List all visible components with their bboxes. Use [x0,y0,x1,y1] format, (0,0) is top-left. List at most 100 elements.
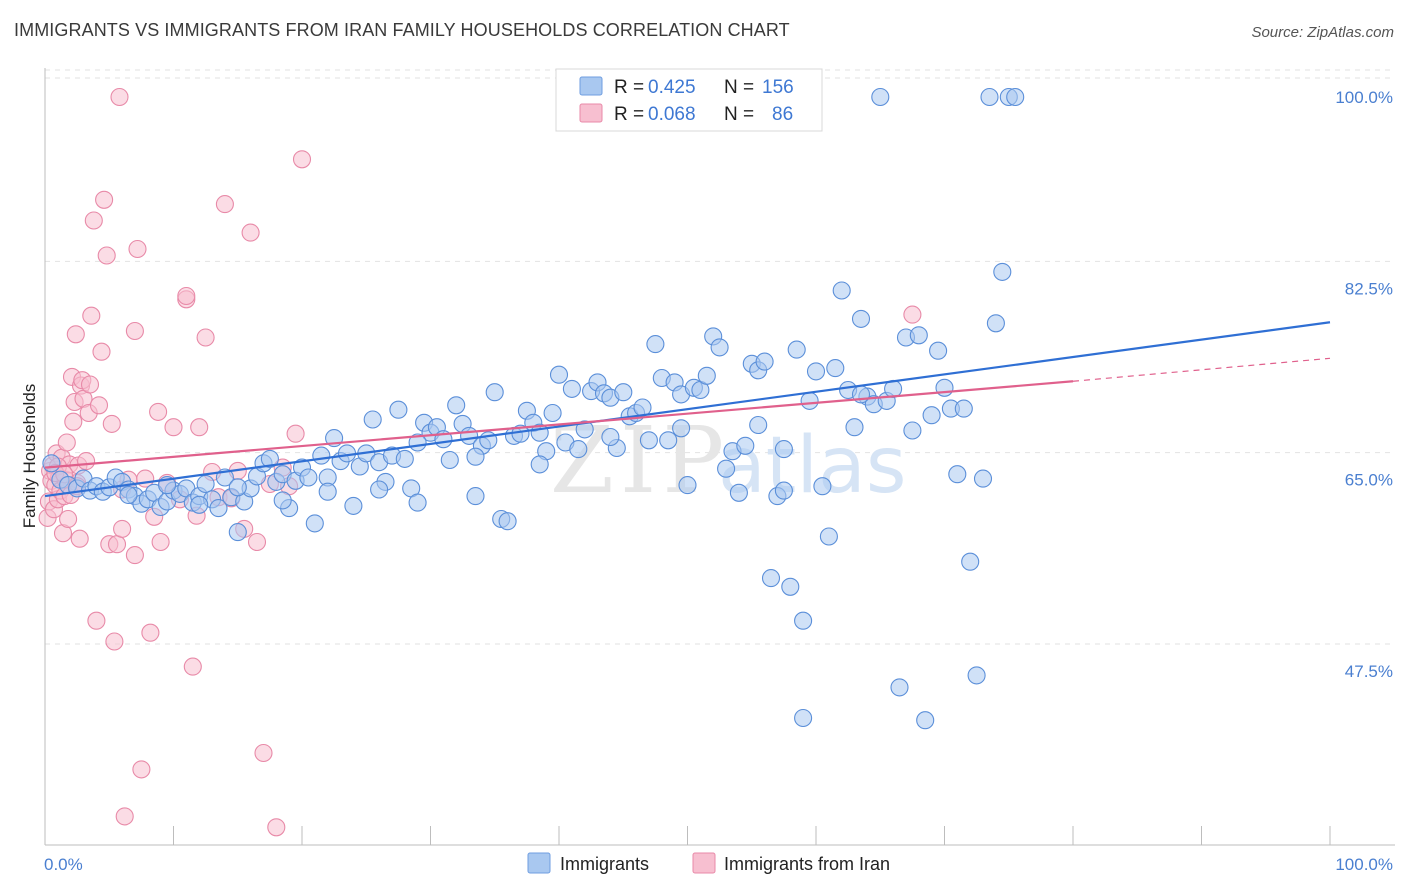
point-immigrants [774,481,793,500]
point-immigrants [678,476,697,495]
point-immigrants-from-iran [82,306,101,325]
point-immigrants [312,446,331,465]
point-immigrants [228,478,247,497]
point-immigrants-from-iran [183,657,202,676]
point-immigrants [196,474,215,494]
source-credit: Source: ZipAtlas.com [1251,24,1394,41]
point-immigrants [562,379,581,398]
point-immigrants [601,427,620,447]
bottom-legend-swatch-immigrants-from-iran [692,852,716,874]
point-immigrants-from-iran [141,623,160,642]
point-immigrants-from-iran [110,87,129,107]
point-immigrants [42,454,61,473]
y-axis-ticks: 47.5% 65.0% 82.5% 100.0% [1335,88,1393,681]
trend-lines [44,321,1331,498]
point-immigrants-from-iran [59,509,78,529]
legend-swatch-immigrants-from-iran [579,103,603,123]
point-immigrants [980,87,999,107]
point-immigrants [697,366,716,385]
point-immigrants [344,496,363,515]
point-immigrants [466,487,485,506]
point-immigrants [774,440,793,459]
point-immigrants [305,514,324,533]
legend-r-value-0: 0.425 [648,77,696,98]
y-tick-label: 82.5% [1345,279,1393,298]
point-immigrants [819,527,838,546]
point-immigrants-from-iran [151,532,170,552]
point-immigrants [672,419,691,438]
point-immigrants [498,512,517,531]
x-tick-label-min: 0.0% [44,855,83,874]
point-immigrants [569,440,588,459]
bottom-legend-label-immigrants-from-iran: Immigrants from Iran [724,854,890,874]
x-tick-label-max: 100.0% [1335,855,1393,874]
point-immigrants [395,449,414,468]
chart-title: IMMIGRANTS VS IMMIGRANTS FROM IRAN FAMIL… [14,20,790,40]
point-immigrants [1006,87,1025,107]
point-immigrants [614,383,633,402]
point-immigrants-from-iran [113,519,132,538]
point-immigrants-from-iran [247,532,267,552]
point-immigrants-from-iran [267,818,286,837]
y-tick-label: 100.0% [1335,88,1393,107]
point-immigrants [549,365,569,384]
point-immigrants [260,449,279,468]
point-immigrants-from-iran [292,150,312,169]
point-immigrants-from-iran [903,305,922,324]
point-immigrants [209,499,228,518]
point-immigrants-from-iran [64,412,83,431]
trend-line-extension [1072,357,1331,382]
point-immigrants-from-iran [105,632,124,651]
stats-legend: R = 0.425 N = 156 R = 0.068 N = 86 [555,68,823,132]
point-immigrants-from-iran [132,760,151,779]
legend-n-value-1: 86 [772,104,793,125]
point-immigrants-from-iran [97,246,116,265]
series-legend: Immigrants Immigrants from Iran [527,852,890,874]
bottom-legend-swatch-immigrants [527,852,551,874]
point-immigrants [903,421,922,440]
point-immigrants-from-iran [84,211,103,230]
point-immigrants-from-iran [196,328,215,347]
point-immigrants-from-iran [125,321,144,341]
point-immigrants-from-iran [128,239,147,259]
point-immigrants-from-iran [215,195,234,214]
point-immigrants [986,314,1005,333]
point-immigrants-from-iran [115,807,134,826]
point-immigrants [646,335,665,354]
axes [44,68,1395,846]
trend-line-immigrants [44,321,1331,498]
point-immigrants-from-iran [102,414,121,433]
point-immigrants [922,406,941,425]
grid-lines [45,69,1395,645]
point-immigrants [851,309,871,328]
x-axis-ticks: 0.0% 100.0% [44,855,1393,874]
point-immigrants [749,415,768,435]
point-immigrants-from-iran [254,743,273,763]
legend-swatch-immigrants [579,76,603,96]
watermark-atlas: atlas [718,421,907,511]
point-immigrants-from-iran [107,535,127,554]
point-immigrants-from-iran [286,424,305,443]
point-immigrants [781,577,800,596]
point-immigrants [813,477,832,496]
point-immigrants-from-iran [95,190,114,209]
point-immigrants [447,396,466,415]
point-immigrants [639,431,658,450]
point-immigrants [299,468,318,487]
point-immigrants [530,455,549,474]
point-immigrants [890,678,909,697]
bottom-legend-label-immigrants: Immigrants [560,854,649,874]
point-immigrants-from-iran [77,452,96,471]
point-immigrants-from-iran [164,418,183,437]
point-immigrants [228,523,247,542]
point-immigrants-from-iran [70,529,89,548]
point-immigrants [961,552,980,571]
legend-n-label-1: N = [724,104,754,125]
point-immigrants-from-iran [92,342,111,361]
point-immigrants-from-iran [190,418,209,437]
point-immigrants [948,465,967,484]
legend-n-label-0: N = [724,77,754,98]
point-immigrants [806,362,826,381]
point-immigrants [466,447,485,466]
